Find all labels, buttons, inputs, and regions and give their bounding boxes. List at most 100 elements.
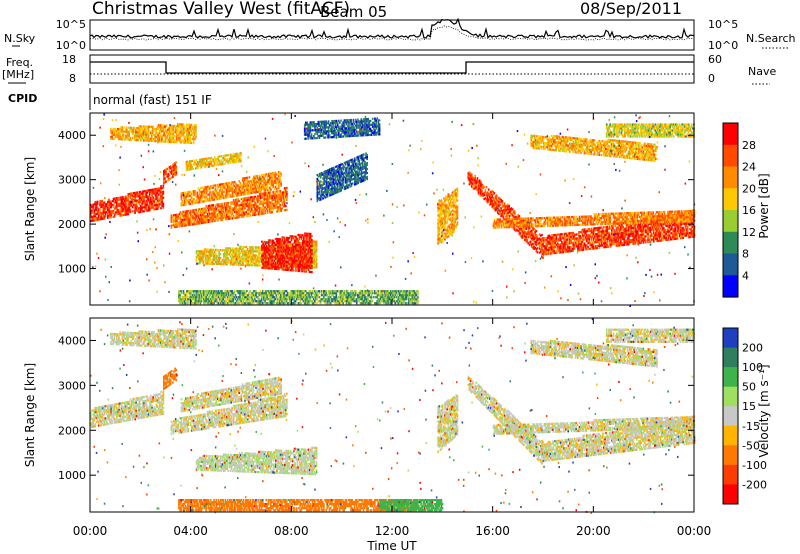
- power-cell: [202, 162, 205, 165]
- power-cell: [255, 207, 258, 210]
- power-cell: [297, 257, 300, 260]
- power-cell: [237, 212, 240, 215]
- power-cell: [309, 234, 312, 238]
- power-cell: [356, 172, 358, 175]
- power-cell: [258, 195, 261, 198]
- power-cell: [239, 259, 242, 262]
- power-cell: [90, 207, 92, 211]
- power-cell: [233, 263, 235, 266]
- power-cell: [218, 197, 220, 200]
- power-cell: [317, 175, 320, 178]
- power-cell: [344, 169, 347, 172]
- power-cell: [246, 178, 248, 181]
- power-cell: [275, 263, 278, 267]
- power-cell: [270, 255, 272, 258]
- power-cell: [345, 176, 348, 180]
- power-cell: [319, 120, 322, 123]
- power-cell: [261, 262, 264, 265]
- power-cell: [326, 187, 329, 190]
- power-cell: [210, 156, 213, 159]
- power-cell: [247, 260, 250, 263]
- power-cell: [231, 255, 234, 258]
- power-cell: [341, 184, 344, 188]
- power-cell: [260, 200, 262, 203]
- power-cell: [274, 237, 277, 240]
- power-cell: [312, 254, 314, 257]
- power-cell: [234, 247, 236, 250]
- power-cell: [139, 210, 142, 213]
- power-cell: [120, 128, 122, 131]
- power-cell: [181, 125, 184, 128]
- power-cell: [364, 156, 366, 160]
- power-cell: [249, 200, 252, 203]
- power-cell: [261, 256, 263, 259]
- power-cell: [157, 140, 160, 143]
- power-cell: [160, 197, 162, 200]
- power-cell: [196, 290, 198, 293]
- power-cell: [283, 205, 286, 208]
- power-cell: [299, 266, 302, 269]
- power-cell: [259, 188, 262, 191]
- power-cell: [357, 126, 359, 129]
- power-cell: [222, 249, 225, 252]
- power-cell: [222, 206, 225, 209]
- power-cell: [213, 219, 216, 223]
- power-cell: [314, 248, 317, 251]
- power-cell: [278, 246, 280, 249]
- power-cell: [185, 218, 187, 221]
- power-cell: [245, 263, 248, 267]
- power-cell: [127, 205, 130, 208]
- power-cell: [332, 120, 334, 123]
- power-cell: [314, 244, 317, 247]
- power-cell: [282, 246, 285, 249]
- power-cell: [220, 206, 223, 210]
- power-cell: [264, 256, 267, 260]
- power-cell: [236, 257, 239, 260]
- power-cell: [335, 169, 338, 172]
- power-cell: [235, 206, 237, 209]
- power-cell: [207, 216, 210, 219]
- power-cell: [182, 191, 185, 195]
- power-cell: [218, 215, 220, 218]
- power-cell: [237, 247, 240, 250]
- power-cell: [334, 189, 337, 193]
- power-cell: [240, 191, 243, 194]
- power-cell: [139, 135, 142, 138]
- power-cell: [369, 123, 372, 126]
- power-cell: [141, 204, 143, 207]
- power-cell: [102, 215, 105, 218]
- power-cell: [251, 260, 253, 263]
- power-cell: [358, 126, 360, 129]
- power-cell: [243, 253, 245, 257]
- power-cell: [195, 250, 198, 253]
- power-cell: [281, 244, 284, 247]
- power-cell: [266, 201, 269, 204]
- power-cell: [112, 205, 115, 208]
- power-cell: [352, 173, 355, 177]
- power-cell: [175, 173, 178, 176]
- power-cell: [266, 251, 269, 254]
- power-cell: [242, 185, 245, 188]
- power-cell: [278, 183, 280, 186]
- power-cell: [315, 248, 318, 251]
- power-cell: [178, 213, 181, 216]
- power-cell: [221, 187, 224, 190]
- power-cell: [108, 208, 110, 211]
- power-cell: [179, 137, 181, 140]
- power-cell: [316, 128, 319, 132]
- power-cell: [266, 195, 269, 198]
- power-cell: [227, 203, 229, 207]
- power-cell: [211, 192, 213, 196]
- power-cell: [294, 249, 296, 252]
- power-cell: [218, 159, 221, 162]
- power-cell: [144, 133, 146, 136]
- power-cell: [341, 129, 343, 132]
- power-cell: [213, 190, 216, 193]
- power-cell: [227, 182, 229, 185]
- power-cell: [217, 163, 219, 166]
- power-cell: [266, 175, 269, 178]
- power-cell: [215, 192, 218, 195]
- power-cell: [188, 292, 190, 295]
- power-cell: [361, 155, 364, 159]
- power-cell: [263, 256, 266, 259]
